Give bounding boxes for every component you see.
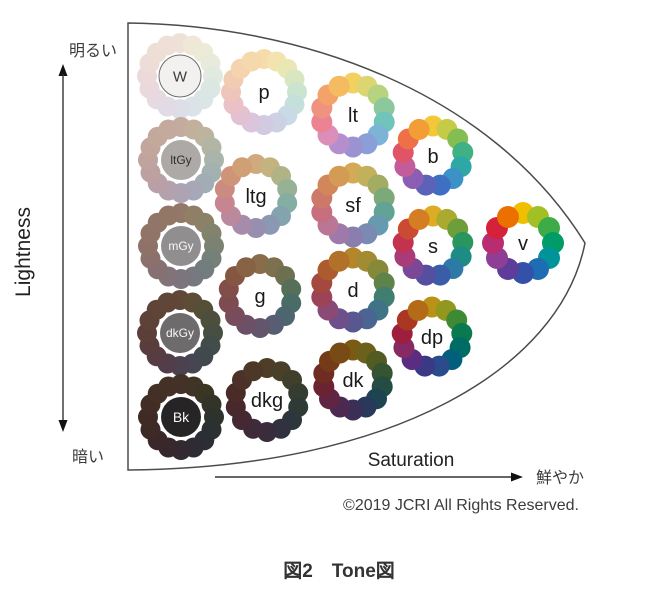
- tone-ring-label: mGy: [168, 239, 193, 253]
- tone-ring-v: v: [482, 202, 564, 284]
- tone-ring-label: lt: [348, 105, 358, 127]
- tone-dot: [329, 342, 351, 364]
- tone-ring-mGy: mGy: [138, 203, 224, 289]
- tone-ring-s: s: [392, 205, 474, 286]
- tone-ring-W: W: [137, 33, 223, 119]
- tone-ring-label: ltGy: [170, 153, 191, 167]
- lightness-axis-title: Lightness: [12, 207, 35, 297]
- tone-ring-label: dk: [342, 370, 364, 392]
- tone-dot: [328, 165, 350, 187]
- tone-dot: [277, 178, 298, 199]
- tone-dot: [328, 250, 350, 272]
- tone-dot: [408, 118, 430, 140]
- tone-dot: [429, 174, 451, 196]
- tone-center-disc: [158, 54, 202, 98]
- tone-ring-label: sf: [345, 195, 361, 217]
- copyright-text: ©2019 JCRI All Rights Reserved.: [343, 497, 579, 514]
- tone-dot: [158, 119, 179, 140]
- tone-center-disc: [161, 226, 201, 266]
- tone-dot: [243, 361, 264, 382]
- tone-dot: [241, 51, 262, 72]
- tone-ring-dkg: dkg: [225, 358, 309, 442]
- tone-dot: [407, 299, 429, 321]
- tone-ring-label: p: [258, 82, 269, 104]
- tone-dot: [281, 278, 302, 299]
- tone-dot: [225, 397, 246, 418]
- tone-dot: [232, 157, 253, 178]
- tone-ring-label: dkGy: [166, 326, 194, 340]
- tone-ring-d: d: [311, 247, 395, 333]
- tone-dot: [158, 376, 179, 397]
- tone-dot: [157, 292, 178, 313]
- saturation-axis-title: Saturation: [368, 450, 455, 471]
- saturation-axis: Saturation 鮮やか: [215, 450, 584, 487]
- tone-ring-label: g: [254, 286, 265, 308]
- tone-rings: Wp lt b ltGy ltg sf s v mGy g d dp dkGy dkg dk Bk: [137, 33, 564, 460]
- tone-dot: [214, 193, 235, 214]
- tone-ring-g: g: [218, 254, 302, 338]
- tone-dot: [218, 293, 239, 314]
- arrow-right-icon: [511, 472, 523, 482]
- tone-ring-label: b: [427, 146, 438, 168]
- tone-ring-label: v: [518, 233, 528, 255]
- tone-ring-label: dkg: [251, 390, 283, 412]
- tone-ring-label: dp: [421, 327, 443, 349]
- tone-center-disc: [160, 313, 200, 353]
- tone-ring-label: d: [347, 280, 358, 302]
- lightness-axis: 明るい 暗い Lightness: [12, 43, 117, 466]
- tone-dot: [408, 208, 430, 230]
- lightness-max-label: 明るい: [69, 43, 117, 60]
- figure-caption: 図2 Tone図: [283, 560, 395, 582]
- saturation-max-label: 鮮やか: [536, 469, 584, 487]
- tone-dot: [497, 206, 519, 228]
- tone-ring-dk: dk: [313, 339, 393, 421]
- tone-center-disc: [161, 140, 201, 180]
- tone-ring-label: Bk: [173, 409, 190, 425]
- tone-dot: [157, 35, 178, 56]
- tone-ring-label: s: [428, 236, 438, 258]
- arrow-down-icon: [58, 420, 68, 432]
- tone-dot: [236, 257, 257, 278]
- tone-dot: [429, 264, 451, 286]
- tone-ring-label: ltg: [245, 186, 266, 208]
- tone-dot: [328, 75, 350, 97]
- tone-ring-ltGy: ltGy: [138, 117, 224, 203]
- tone-ring-dp: dp: [391, 296, 473, 377]
- tone-ring-Bk: Bk: [138, 374, 224, 460]
- tone-ring-b: b: [392, 115, 474, 196]
- tone-ring-label: W: [173, 68, 188, 85]
- tone-ring-ltg: ltg: [214, 154, 298, 238]
- tone-dot: [288, 382, 309, 403]
- tone-dot: [158, 205, 179, 226]
- arrow-up-icon: [58, 64, 68, 76]
- tone-ring-dkGy: dkGy: [137, 290, 223, 376]
- lightness-min-label: 暗い: [72, 448, 104, 466]
- tone-ring-lt: lt: [311, 72, 395, 158]
- tone-dot: [428, 355, 450, 377]
- tone-center-disc: [161, 397, 201, 437]
- tone-ring-sf: sf: [311, 162, 395, 248]
- tone-ring-p: p: [221, 49, 307, 135]
